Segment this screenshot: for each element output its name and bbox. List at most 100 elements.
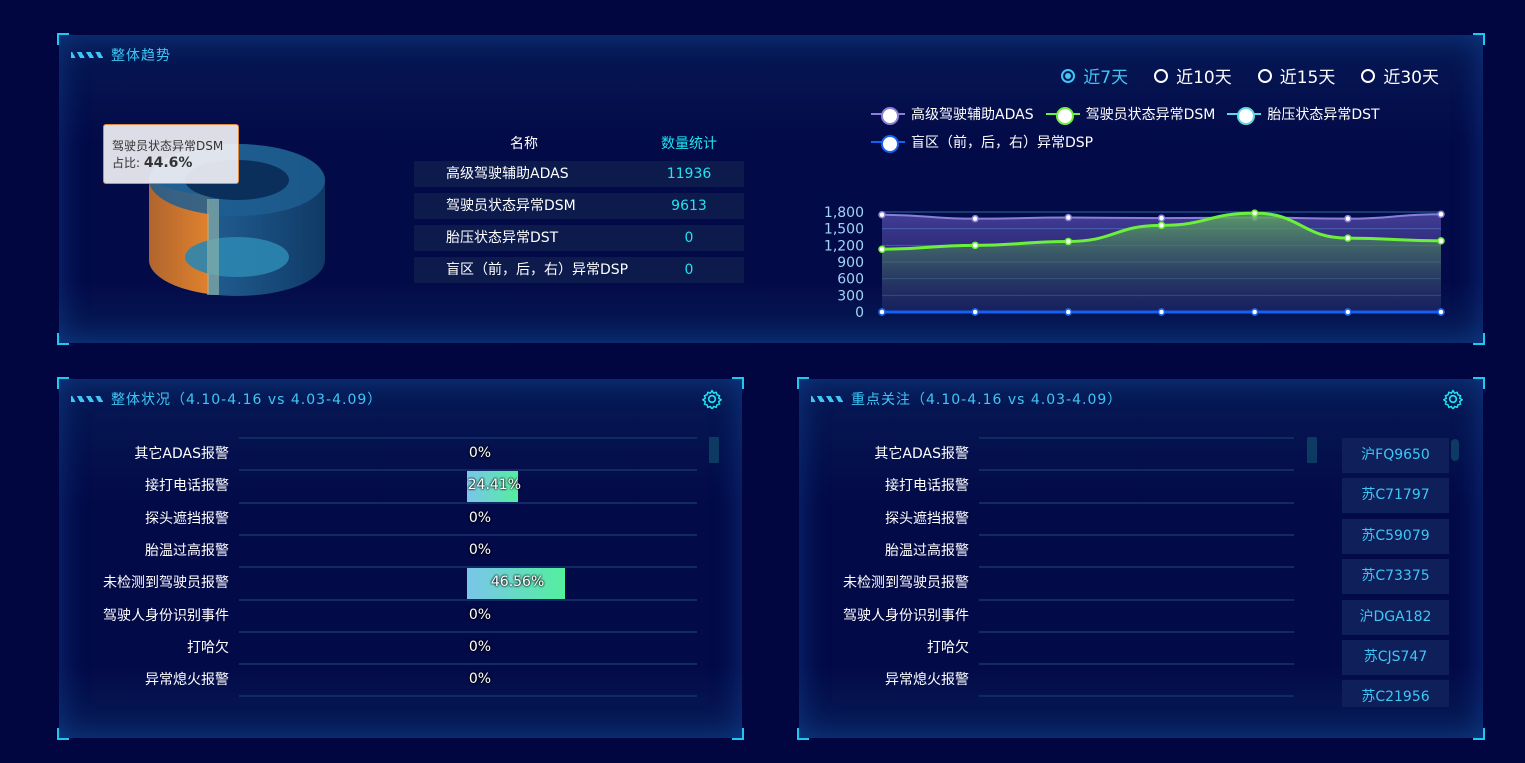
row-percent: 0% [468, 671, 492, 688]
tooltip-name: 驾驶员状态异常DSM [112, 139, 224, 153]
legend-swatch-icon [871, 135, 905, 153]
bar-track: 0% [239, 663, 697, 695]
row-label: 其它ADAS报警 [874, 446, 969, 462]
row-label: 胎温过高报警 [885, 542, 969, 559]
scrollbar[interactable] [709, 437, 719, 463]
legend-swatch-icon [871, 107, 905, 125]
row-label: 探头遮挡报警 [145, 510, 229, 527]
data-point[interactable] [878, 245, 886, 253]
bar-track [979, 598, 1294, 631]
row-name: 高级驾驶辅助ADAS [414, 161, 634, 187]
trend-panel-title: 整体趋势 [71, 45, 171, 65]
plate-item[interactable]: 沪FQ9650 [1342, 438, 1449, 473]
data-point[interactable] [971, 214, 979, 223]
bar-track [979, 630, 1294, 663]
focus-row: 驾驶人身份识别事件 [799, 598, 1483, 631]
bar-track: 0% [239, 501, 697, 534]
radio-label: 近30天 [1383, 68, 1439, 88]
plate-item[interactable]: 苏C71797 [1342, 478, 1449, 514]
legend-item[interactable]: 盲区（前，后，右）异常DSP [871, 131, 1093, 153]
plate-item[interactable]: 苏C73375 [1342, 559, 1449, 595]
bar-track: 0% [239, 437, 697, 469]
bar-track [979, 663, 1294, 695]
data-point[interactable] [1437, 210, 1445, 218]
scrollbar[interactable] [1307, 437, 1317, 463]
bar-track [979, 437, 1294, 469]
legend-item[interactable]: 驾驶员状态异常DSM [1045, 103, 1215, 125]
data-point[interactable] [878, 308, 886, 316]
percent-bar[interactable] [467, 471, 519, 504]
data-point[interactable] [1344, 234, 1352, 242]
data-point[interactable] [1157, 308, 1166, 316]
row-label: 打哈欠 [927, 639, 969, 656]
data-point[interactable] [1250, 308, 1259, 316]
data-point[interactable] [1344, 308, 1352, 316]
y-tick-label: 300 [837, 288, 864, 304]
data-point[interactable] [971, 241, 979, 250]
range-radio-3[interactable]: 近30天 [1361, 63, 1439, 88]
row-label: 未检测到驾驶员报警 [103, 575, 229, 592]
legend-item[interactable]: 高级驾驶辅助ADAS [871, 103, 1034, 125]
data-point[interactable] [1064, 213, 1073, 222]
range-radio-2[interactable]: 近15天 [1257, 63, 1335, 88]
legend-swatch-icon [1227, 107, 1262, 125]
focus-panel: 重点关注（4.10-4.16 vs 4.03-4.09） 其它ADAS报警 接打电… [797, 377, 1485, 740]
data-point[interactable] [1064, 237, 1073, 246]
plate-item[interactable]: 苏C21956 [1342, 680, 1449, 707]
range-radio-1[interactable]: 近10天 [1154, 63, 1232, 88]
tooltip-label: 占比: [112, 156, 141, 170]
bar-track [979, 533, 1294, 566]
data-point[interactable] [1157, 214, 1166, 222]
range-radio-0[interactable]: 近7天 [1061, 63, 1128, 88]
row-percent: 0% [468, 606, 492, 623]
legend-swatch-icon [1045, 107, 1080, 125]
table-row: 胎压状态异常DST 0 [414, 225, 744, 251]
y-tick-label: 1,800 [824, 205, 864, 221]
percent-bar[interactable] [467, 568, 565, 601]
title-text: 重点关注（4.10-4.16 vs 4.03-4.09） [851, 392, 1123, 408]
gear-icon[interactable] [1443, 389, 1463, 409]
row-label: 驾驶人身份识别事件 [843, 607, 969, 624]
radio-circle-icon [1154, 68, 1169, 83]
bar-track [979, 469, 1294, 501]
divider [239, 695, 697, 698]
data-point[interactable] [1437, 308, 1445, 316]
row-label: 打哈欠 [187, 639, 229, 656]
gear-icon[interactable] [702, 389, 722, 409]
header-count: 数量统计 [661, 136, 717, 152]
header-name: 名称 [510, 136, 538, 152]
row-label: 探头遮挡报警 [885, 510, 969, 527]
data-point[interactable] [878, 211, 886, 219]
bar-track [979, 501, 1294, 534]
plates-scrollbar[interactable] [1451, 439, 1459, 461]
data-point[interactable] [1157, 221, 1166, 230]
row-value: 0 [634, 225, 744, 251]
focus-panel-title: 重点关注（4.10-4.16 vs 4.03-4.09） [811, 389, 1122, 409]
chart-legend: 高级驾驶辅助ADAS 驾驶员状态异常DSM 胎压状态异常DST 盲区（前，后，右）异常… [871, 103, 1431, 153]
focus-row: 胎温过高报警 [799, 533, 1483, 566]
data-point[interactable] [971, 308, 979, 316]
radio-circle-icon [1257, 68, 1272, 83]
stripes-icon [811, 396, 843, 402]
legend-item[interactable]: 胎压状态异常DST [1227, 103, 1380, 125]
plate-item[interactable]: 苏C59079 [1342, 518, 1449, 554]
status-panel: 整体状况（4.10-4.16 vs 4.03-4.09） 其它ADAS报警 0% 接… [57, 377, 744, 740]
data-point[interactable] [1250, 209, 1259, 217]
plate-item[interactable]: 沪DGA182 [1342, 599, 1449, 635]
row-name: 盲区（前，后，右）异常DSP [414, 257, 634, 283]
y-tick-label: 600 [837, 272, 864, 288]
row-percent: 0% [468, 541, 492, 558]
radio-label: 近7天 [1083, 68, 1129, 88]
data-point[interactable] [1064, 308, 1073, 316]
legend-label: 盲区（前，后，右）异常DSP [911, 135, 1094, 151]
data-point[interactable] [1344, 214, 1352, 223]
data-point[interactable] [1437, 237, 1445, 245]
chart-tooltip: 驾驶员状态异常DSM 占比: 44.6% [103, 124, 239, 184]
legend-label: 胎压状态异常DST [1267, 107, 1380, 123]
bar-track: 0% [239, 598, 697, 631]
plate-item[interactable]: 苏CJS747 [1342, 640, 1449, 675]
radio-label: 近10天 [1176, 68, 1232, 88]
row-percent: 24.41% [467, 477, 522, 494]
trend-line-chart: 03006009001,2001,5001,80004-1004-1104-12… [824, 205, 1445, 321]
status-row: 探头遮挡报警 0% [59, 501, 742, 534]
